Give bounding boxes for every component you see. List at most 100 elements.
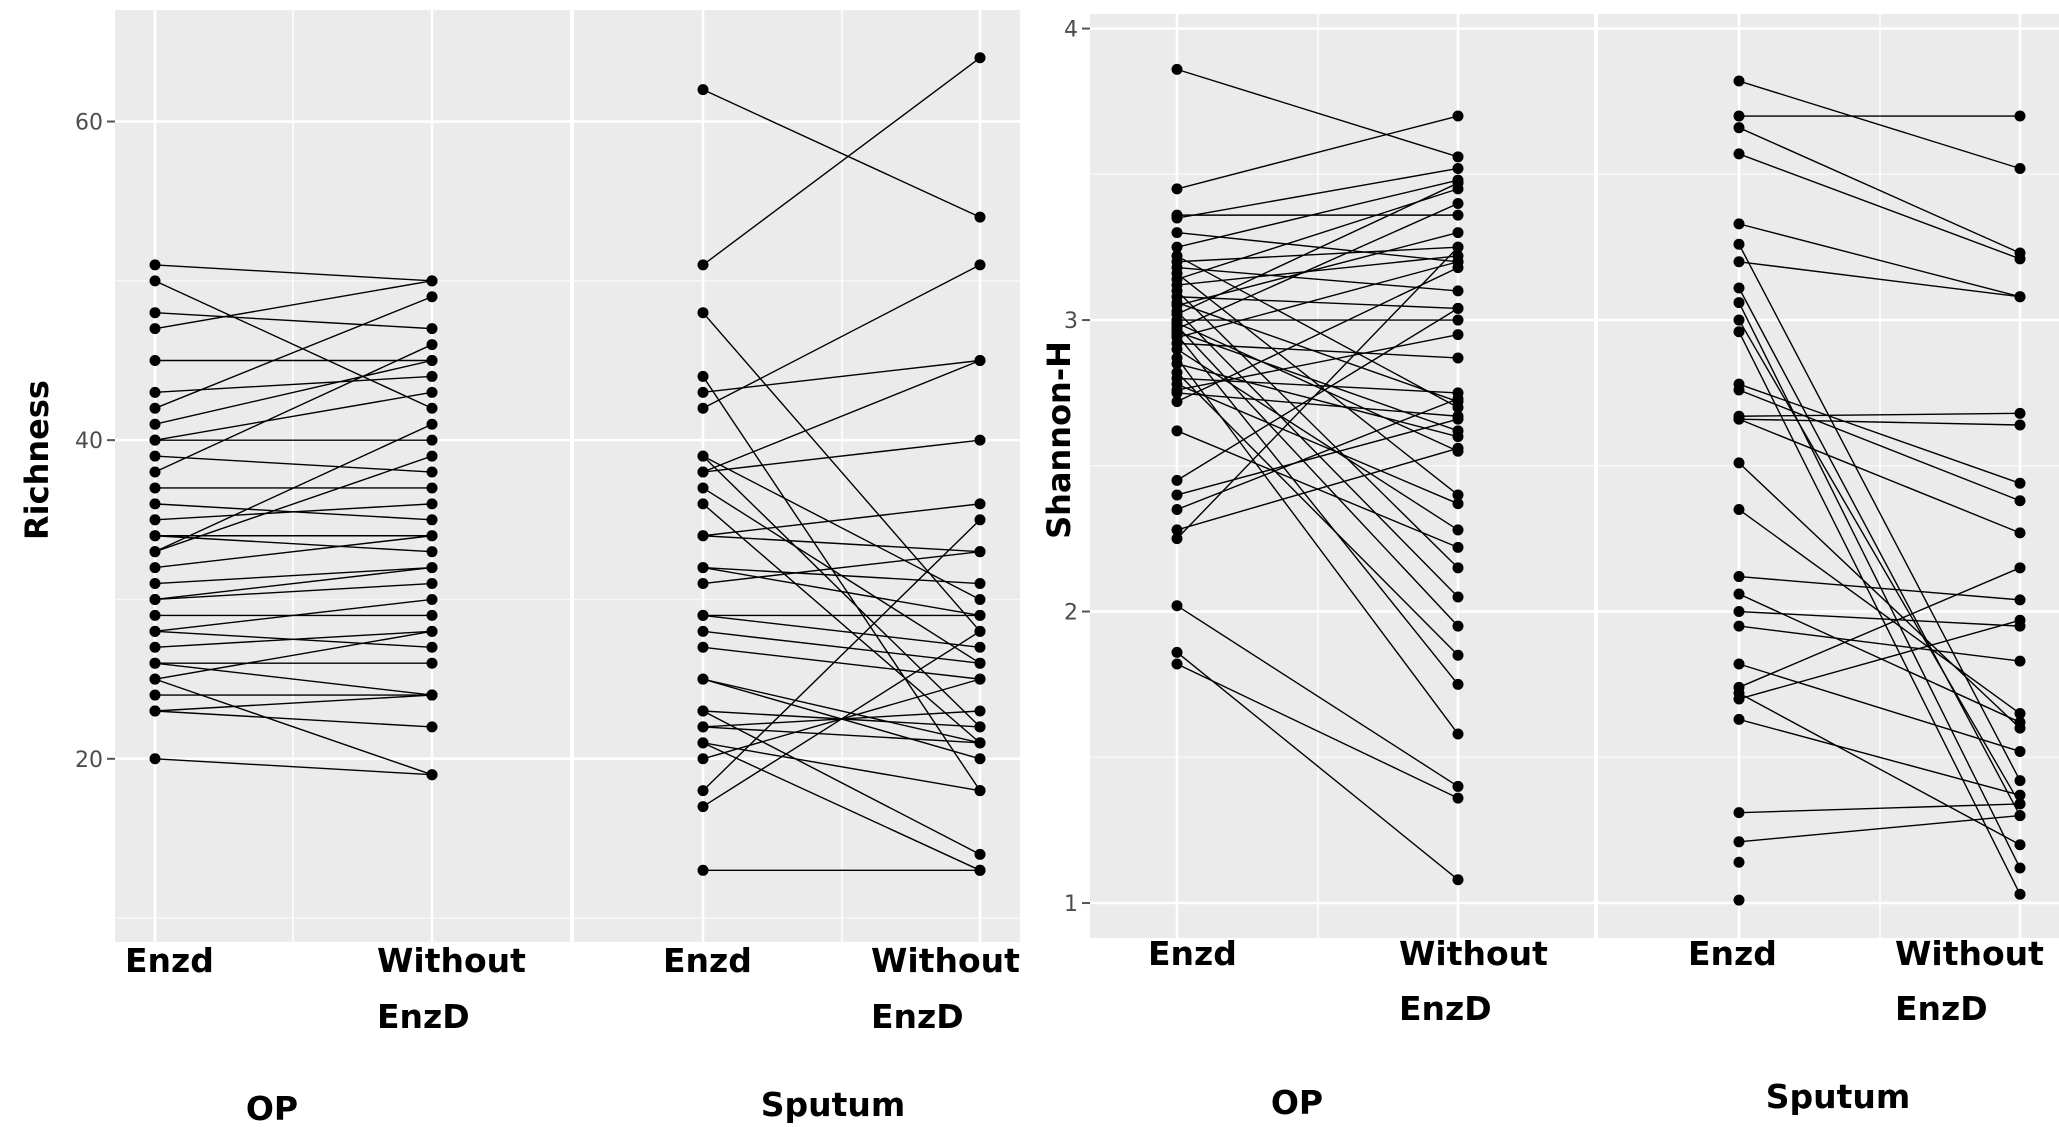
data-point bbox=[1733, 110, 1745, 122]
data-point bbox=[1733, 297, 1745, 309]
series-line bbox=[1176, 383, 1459, 505]
series-line bbox=[702, 550, 981, 585]
series-line bbox=[154, 710, 433, 728]
data-point bbox=[1452, 197, 1464, 209]
data-point bbox=[149, 498, 161, 510]
data-point bbox=[1733, 588, 1745, 600]
data-point bbox=[2014, 477, 2026, 489]
data-point bbox=[1452, 728, 1464, 740]
panel-gap bbox=[570, 10, 574, 942]
data-point bbox=[426, 498, 438, 510]
data-point bbox=[1452, 780, 1464, 792]
series-line bbox=[154, 598, 433, 633]
series-line bbox=[154, 359, 433, 425]
data-point bbox=[426, 689, 438, 701]
data-point bbox=[426, 434, 438, 446]
data-point bbox=[426, 721, 438, 733]
data-point bbox=[697, 753, 709, 765]
data-point bbox=[974, 753, 986, 765]
x-tick-label: Without bbox=[871, 941, 1020, 980]
data-point bbox=[1171, 396, 1183, 408]
data-point bbox=[149, 753, 161, 765]
data-point bbox=[2014, 253, 2026, 265]
data-point bbox=[1171, 658, 1183, 670]
y-tick-label: 2 bbox=[1064, 601, 1078, 626]
series-line bbox=[1738, 575, 2021, 601]
series-line bbox=[1176, 334, 1459, 685]
data-point bbox=[1452, 874, 1464, 886]
series-line bbox=[1738, 593, 2021, 723]
data-point bbox=[974, 211, 986, 223]
series-line bbox=[702, 376, 981, 792]
series-line bbox=[154, 630, 433, 680]
series-line bbox=[1738, 243, 2021, 781]
data-point bbox=[1452, 352, 1464, 364]
x-tick-label: Enzd bbox=[663, 941, 752, 980]
series-line bbox=[702, 312, 981, 632]
data-point bbox=[1733, 693, 1745, 705]
data-point bbox=[974, 52, 986, 64]
data-point bbox=[1452, 678, 1464, 690]
data-point bbox=[1733, 620, 1745, 632]
data-point bbox=[426, 530, 438, 542]
data-point bbox=[1452, 620, 1464, 632]
series-line bbox=[702, 503, 981, 537]
data-point bbox=[974, 514, 986, 526]
series-line bbox=[702, 742, 981, 871]
series-line bbox=[154, 758, 433, 776]
data-point bbox=[974, 785, 986, 797]
series-line bbox=[1176, 231, 1459, 307]
series-line bbox=[1738, 80, 2021, 170]
data-point bbox=[149, 689, 161, 701]
data-point bbox=[1733, 148, 1745, 160]
series-line bbox=[1738, 718, 2021, 796]
series-line bbox=[702, 566, 981, 617]
data-point bbox=[1452, 431, 1464, 443]
series-line bbox=[1738, 418, 2021, 426]
data-point bbox=[149, 593, 161, 605]
data-point bbox=[426, 323, 438, 335]
data-point bbox=[1733, 658, 1745, 670]
data-point bbox=[1452, 442, 1464, 454]
data-point bbox=[1733, 504, 1745, 516]
data-point bbox=[974, 434, 986, 446]
series-line bbox=[1738, 619, 2021, 700]
data-point bbox=[697, 673, 709, 685]
series-line bbox=[1738, 389, 2021, 502]
data-point bbox=[426, 593, 438, 605]
data-point bbox=[426, 625, 438, 637]
series-line bbox=[702, 359, 981, 394]
data-point bbox=[1733, 238, 1745, 250]
data-point bbox=[426, 339, 438, 351]
data-point bbox=[426, 482, 438, 494]
series-line bbox=[1176, 322, 1459, 452]
series-line bbox=[1738, 153, 2021, 260]
series-line bbox=[1176, 68, 1459, 158]
series-line bbox=[154, 582, 433, 601]
series-line bbox=[1176, 290, 1459, 569]
data-point bbox=[1733, 856, 1745, 868]
series-line bbox=[702, 566, 981, 585]
data-point bbox=[974, 864, 986, 876]
series-line bbox=[1176, 266, 1459, 292]
series-line bbox=[1738, 663, 2021, 753]
data-point bbox=[1733, 571, 1745, 583]
data-point bbox=[1452, 562, 1464, 574]
data-point bbox=[1452, 413, 1464, 425]
series-line bbox=[1176, 255, 1459, 409]
data-point bbox=[974, 593, 986, 605]
series-line bbox=[702, 630, 981, 664]
series-line bbox=[702, 359, 981, 473]
series-line bbox=[1176, 663, 1459, 799]
series-line bbox=[702, 503, 981, 744]
series-line bbox=[1738, 418, 2021, 534]
data-point bbox=[149, 562, 161, 574]
data-point bbox=[1452, 792, 1464, 804]
data-point bbox=[1452, 524, 1464, 536]
data-point bbox=[2014, 789, 2026, 801]
data-point bbox=[697, 785, 709, 797]
series-line bbox=[1176, 605, 1459, 788]
series-line bbox=[702, 89, 981, 218]
data-point bbox=[426, 275, 438, 287]
series-line bbox=[702, 264, 981, 409]
